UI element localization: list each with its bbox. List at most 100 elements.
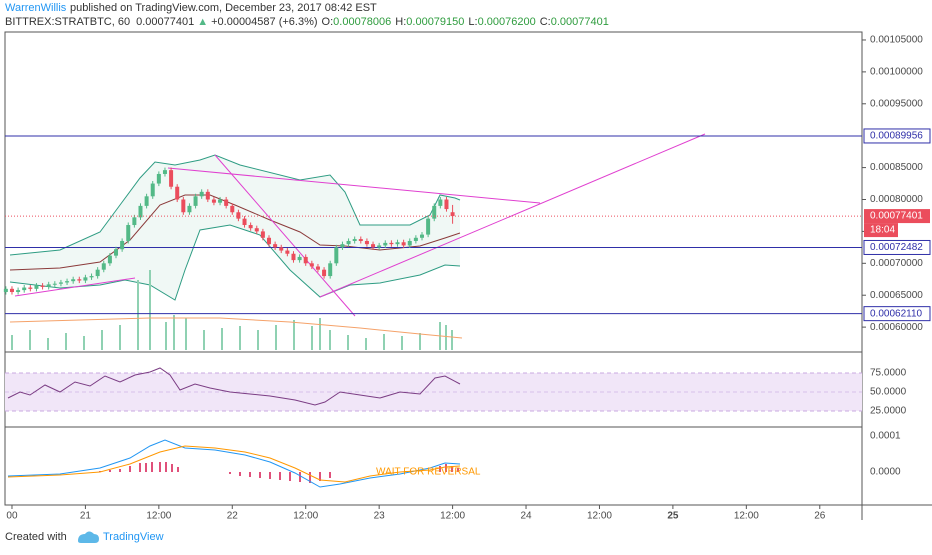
candle-body	[444, 199, 449, 210]
candle-body	[107, 255, 112, 264]
candle-body	[358, 239, 363, 241]
arrow: ▲	[197, 16, 208, 28]
candle-body	[377, 245, 382, 248]
ohlc-label: C:	[540, 16, 551, 28]
ohlc-value: 0.00077401	[551, 16, 609, 28]
x-tick-label: 24	[520, 511, 532, 522]
candle-body	[193, 196, 198, 206]
candle-body	[9, 288, 14, 293]
y-tick-label: 0.00095000	[870, 98, 923, 109]
candle-body	[65, 281, 70, 283]
level-label: 0.00072482	[870, 242, 923, 253]
ohlc-value: 0.00079150	[406, 16, 464, 28]
x-tick-label: 12:00	[293, 511, 318, 522]
macd-tick-label: 0.0000	[870, 467, 901, 478]
candle-body	[303, 256, 308, 264]
candle-body	[89, 276, 94, 278]
volume-bars	[11, 270, 453, 350]
candle-body	[199, 191, 204, 197]
footer-brand: TradingView	[103, 531, 164, 543]
published: published on TradingView.com, December 2…	[70, 2, 377, 14]
candle-body	[40, 285, 45, 287]
candle-body	[315, 266, 320, 270]
candle-body	[230, 205, 235, 213]
level-label: 0.00062110	[870, 308, 923, 319]
ohlc-label: L:	[468, 16, 477, 28]
candle-body	[254, 228, 259, 232]
candle-body	[322, 269, 327, 277]
candle-body	[156, 173, 161, 184]
last: 0.00077401	[136, 16, 194, 28]
candle-body	[419, 234, 424, 238]
annotation: WAIT FOR REVERSAL	[376, 467, 481, 478]
signal-line	[7, 445, 461, 483]
candle-body	[383, 242, 388, 246]
candle-body	[297, 256, 302, 261]
candle-body	[413, 237, 418, 241]
candle-body	[71, 279, 76, 282]
candle-body	[267, 237, 272, 245]
candle-body	[401, 242, 406, 246]
trendline	[214, 154, 356, 317]
footer-created: Created with	[5, 531, 67, 543]
candle-body	[371, 244, 376, 248]
candle-body	[132, 217, 137, 226]
candle-body	[273, 244, 278, 248]
macd-tick-label: 0.0001	[870, 431, 901, 442]
candle-body	[407, 240, 412, 246]
candle-body	[52, 283, 57, 285]
y-tick-label: 0.00105000	[870, 35, 923, 46]
rsi-tick-label: 75.0000	[870, 368, 907, 379]
candle-body	[22, 287, 27, 291]
candle-body	[248, 225, 253, 229]
x-tick-label: 25	[667, 511, 679, 522]
candle-body	[395, 242, 400, 245]
author: WarrenWillis	[5, 2, 67, 14]
candle-body	[236, 212, 241, 219]
y-tick-label: 0.00060000	[870, 322, 923, 333]
ohlc-value: 0.00076200	[478, 16, 536, 28]
rsi-tick-label: 50.0000	[870, 387, 907, 398]
ohlc-label: O:	[322, 16, 334, 28]
countdown-box	[864, 223, 898, 238]
y-tick-label: 0.00080000	[870, 194, 923, 205]
candle-body	[389, 242, 394, 245]
level-label: 0.00089956	[870, 131, 923, 142]
candle-body	[175, 186, 180, 200]
candle-body	[114, 249, 119, 256]
candle-body	[46, 284, 51, 287]
ohlc-label: H:	[395, 16, 406, 28]
candle-body	[83, 277, 88, 281]
candle-body	[95, 269, 100, 277]
last-price-box	[864, 209, 930, 224]
trendline	[167, 167, 541, 204]
x-tick-label: 12:00	[146, 511, 171, 522]
x-tick-label: 12:00	[587, 511, 612, 522]
level-label-box	[863, 128, 931, 144]
candle-body	[162, 170, 167, 174]
candle-body	[346, 240, 351, 245]
candle-body	[291, 253, 296, 261]
candle-body	[150, 183, 155, 197]
rsi-line	[7, 367, 461, 406]
countdown-label: 18:04	[870, 225, 895, 236]
y-tick-label: 0.00100000	[870, 67, 923, 78]
trendline	[319, 133, 706, 298]
candle-body	[364, 240, 369, 245]
candle-body	[352, 239, 357, 241]
change: +0.00004587 (+6.3%)	[211, 16, 317, 28]
candle-body	[309, 263, 314, 267]
x-tick-label: 21	[80, 511, 92, 522]
rsi-tick-label: 25.0000	[870, 406, 907, 417]
candle-body	[34, 285, 39, 289]
candle-body	[218, 199, 223, 203]
candle-body	[224, 199, 229, 206]
candle-body	[279, 247, 284, 251]
candle-body	[126, 225, 131, 241]
candle-body	[28, 287, 33, 289]
candle-body	[242, 218, 247, 226]
logo	[78, 531, 99, 543]
x-tick-label: 22	[227, 511, 239, 522]
level-label-box	[863, 306, 931, 322]
